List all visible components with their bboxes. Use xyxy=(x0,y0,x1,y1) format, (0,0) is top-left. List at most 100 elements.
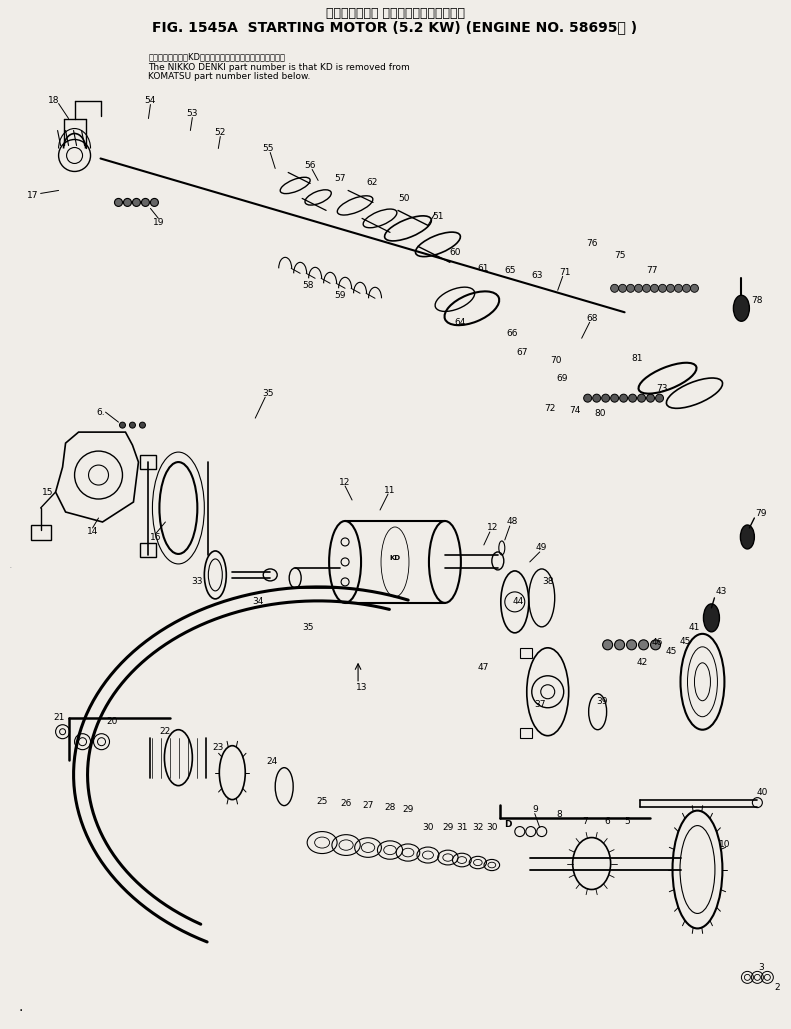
Text: 26: 26 xyxy=(340,800,352,808)
Text: 9: 9 xyxy=(532,805,538,814)
Text: 21: 21 xyxy=(53,713,64,722)
Text: .: . xyxy=(19,1000,23,1015)
Text: 51: 51 xyxy=(432,212,444,221)
Text: 71: 71 xyxy=(559,268,570,277)
Text: 12: 12 xyxy=(487,524,498,532)
Text: 62: 62 xyxy=(366,178,378,187)
Text: 29: 29 xyxy=(403,805,414,814)
Text: 28: 28 xyxy=(384,803,396,812)
Text: 78: 78 xyxy=(751,295,763,305)
Text: 63: 63 xyxy=(531,271,543,280)
Text: 43: 43 xyxy=(716,588,727,597)
Text: 61: 61 xyxy=(477,263,489,273)
Text: 48: 48 xyxy=(506,518,517,527)
Text: 60: 60 xyxy=(449,248,460,257)
Circle shape xyxy=(667,284,675,292)
Text: 10: 10 xyxy=(719,840,730,849)
Circle shape xyxy=(629,394,637,402)
Text: 31: 31 xyxy=(456,823,467,832)
Text: 38: 38 xyxy=(542,577,554,587)
Circle shape xyxy=(602,394,610,402)
Text: 49: 49 xyxy=(536,543,547,553)
Text: 16: 16 xyxy=(149,533,161,542)
Circle shape xyxy=(626,640,637,650)
Text: スターティング モータ　　　　適用号機: スターティング モータ 適用号機 xyxy=(326,7,464,21)
Circle shape xyxy=(683,284,691,292)
Circle shape xyxy=(615,640,625,650)
Text: 65: 65 xyxy=(504,265,516,275)
Text: 40: 40 xyxy=(757,788,768,797)
Text: 12: 12 xyxy=(339,477,350,487)
Text: 18: 18 xyxy=(47,96,59,105)
Text: 79: 79 xyxy=(755,508,767,518)
Circle shape xyxy=(638,394,645,402)
Text: 70: 70 xyxy=(550,356,562,364)
Text: 2: 2 xyxy=(774,983,780,992)
Circle shape xyxy=(646,394,654,402)
Text: The NIKKO DENKI part number is that KD is removed from: The NIKKO DENKI part number is that KD i… xyxy=(149,63,411,72)
Circle shape xyxy=(659,284,667,292)
Circle shape xyxy=(119,422,126,428)
Bar xyxy=(141,543,157,557)
Text: 37: 37 xyxy=(534,701,546,709)
Text: 25: 25 xyxy=(316,797,327,806)
Text: 59: 59 xyxy=(335,291,346,299)
Text: 47: 47 xyxy=(477,664,489,672)
Circle shape xyxy=(634,284,642,292)
Circle shape xyxy=(642,284,650,292)
Text: 32: 32 xyxy=(472,823,483,832)
Text: D: D xyxy=(504,820,512,829)
Circle shape xyxy=(603,640,612,650)
Circle shape xyxy=(130,422,135,428)
Text: 76: 76 xyxy=(586,239,597,248)
Text: 30: 30 xyxy=(486,823,498,832)
Text: 42: 42 xyxy=(637,659,648,667)
Circle shape xyxy=(656,394,664,402)
Circle shape xyxy=(150,199,158,207)
Circle shape xyxy=(139,422,146,428)
Bar xyxy=(520,648,532,658)
Circle shape xyxy=(611,394,619,402)
Text: 66: 66 xyxy=(506,328,517,338)
Circle shape xyxy=(123,199,131,207)
Text: 81: 81 xyxy=(632,354,643,362)
Ellipse shape xyxy=(733,295,749,321)
Text: 52: 52 xyxy=(214,128,226,137)
Text: 57: 57 xyxy=(335,174,346,183)
Text: .: . xyxy=(9,560,13,570)
Text: 品番のメーカ記号KDを除いたものが日興電機の品番です。: 品番のメーカ記号KDを除いたものが日興電機の品番です。 xyxy=(149,52,286,62)
Text: 7: 7 xyxy=(582,817,588,826)
Text: 14: 14 xyxy=(87,528,98,536)
Text: 50: 50 xyxy=(398,193,410,203)
Text: 27: 27 xyxy=(362,802,373,810)
Text: 45: 45 xyxy=(666,647,677,657)
Circle shape xyxy=(115,199,123,207)
Text: 29: 29 xyxy=(442,823,453,832)
Text: 39: 39 xyxy=(596,698,607,706)
Text: 72: 72 xyxy=(544,403,555,413)
Text: 73: 73 xyxy=(656,384,668,393)
Circle shape xyxy=(638,640,649,650)
Circle shape xyxy=(650,284,659,292)
Text: 35: 35 xyxy=(302,624,314,633)
Circle shape xyxy=(611,284,619,292)
Text: 68: 68 xyxy=(586,314,597,323)
Text: 34: 34 xyxy=(252,598,264,606)
Circle shape xyxy=(691,284,698,292)
Circle shape xyxy=(142,199,149,207)
Text: 58: 58 xyxy=(302,281,314,290)
Text: 15: 15 xyxy=(42,488,53,497)
Bar xyxy=(141,455,157,469)
Circle shape xyxy=(626,284,634,292)
Ellipse shape xyxy=(740,525,755,548)
Text: 53: 53 xyxy=(187,109,198,118)
Text: 69: 69 xyxy=(556,374,567,383)
Text: 8: 8 xyxy=(557,810,562,819)
Text: 6.: 6. xyxy=(97,407,105,417)
Text: 23: 23 xyxy=(213,743,224,752)
Text: 80: 80 xyxy=(594,409,605,418)
Circle shape xyxy=(132,199,141,207)
Text: 11: 11 xyxy=(384,486,396,495)
Circle shape xyxy=(675,284,683,292)
Text: 45: 45 xyxy=(679,637,691,646)
